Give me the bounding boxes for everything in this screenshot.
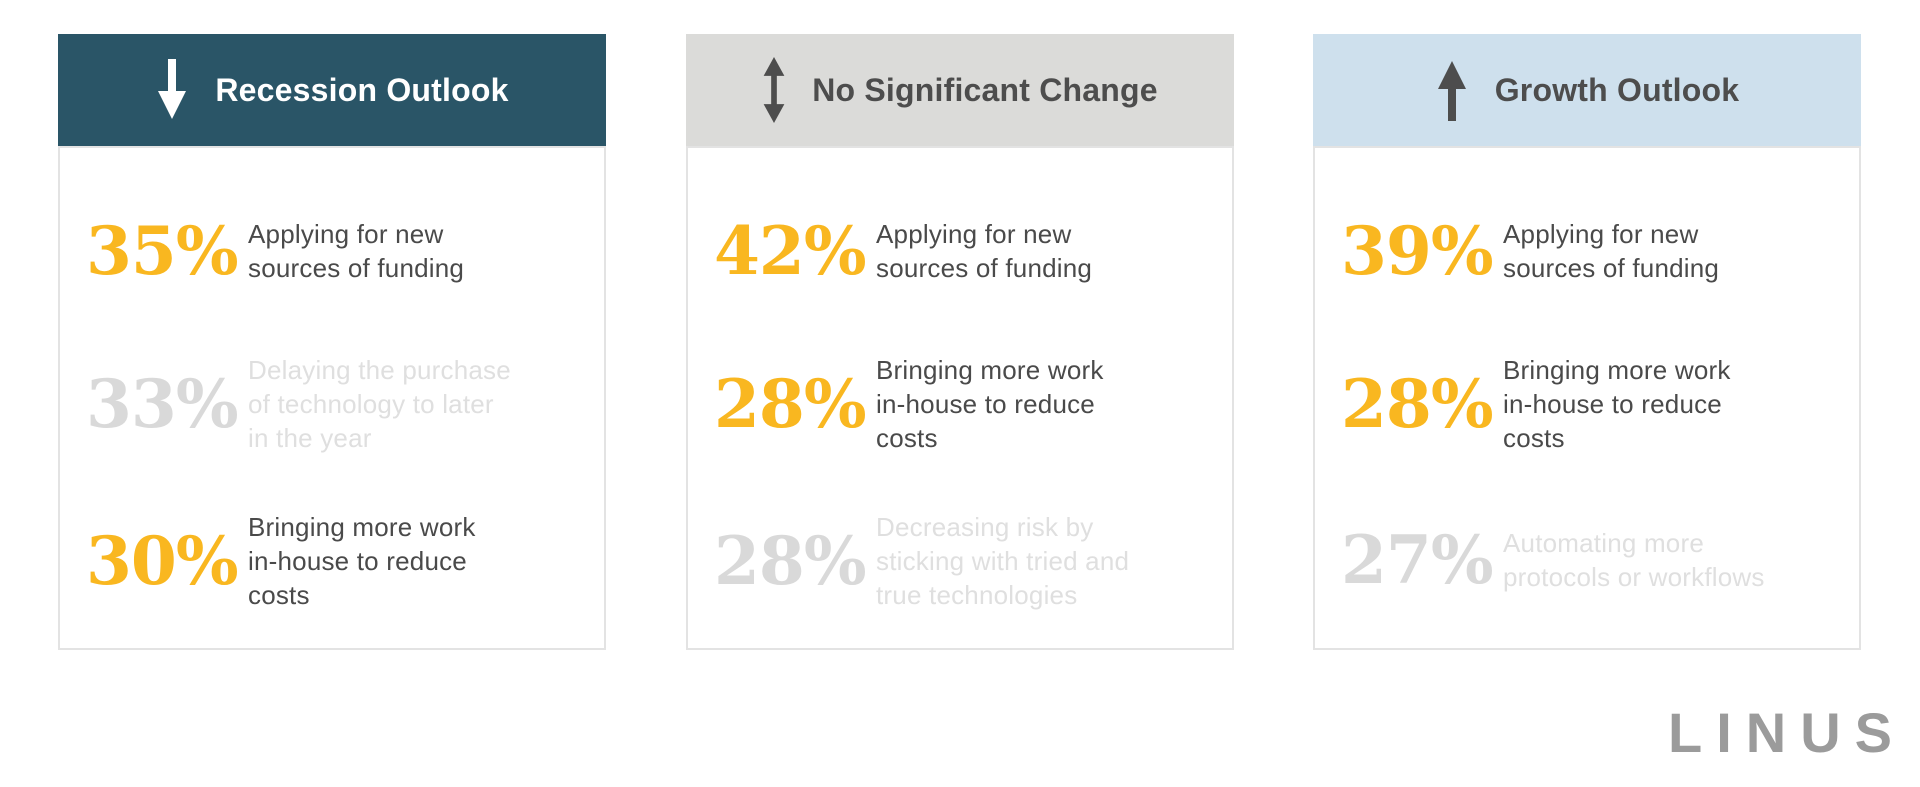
stat-row: 28% Bringing more work in-house to reduc… [714,353,1216,455]
stat-label: Bringing more work in-house to reduce co… [248,512,476,610]
panel-growth: Growth Outlook 39% Applying for new sour… [1313,34,1861,650]
stat-label: Delaying the purchase of technology to l… [248,355,511,453]
arrow-up-icon [1435,59,1469,121]
panel-recession-body: 35% Applying for new sources of funding … [58,146,606,650]
panel-growth-header: Growth Outlook [1313,34,1861,146]
stat-row: 33% Delaying the purchase of technology … [86,353,588,455]
stat-row: 30% Bringing more work in-house to reduc… [86,510,588,612]
panel-recession-header: Recession Outlook [58,34,606,146]
stat-row: 35% Applying for new sources of funding [86,217,588,285]
stat-row: 28% Bringing more work in-house to reduc… [1341,353,1843,455]
stat-label: Bringing more work in-house to reduce co… [876,355,1104,453]
stat-row: 39% Applying for new sources of funding [1341,217,1843,285]
panel-no-change-body: 42% Applying for new sources of funding … [686,146,1234,650]
panel-growth-body: 39% Applying for new sources of funding … [1313,146,1861,650]
linus-logo: LINUS [1668,701,1906,764]
stat-value: 27% [1341,521,1494,599]
stat-row: 42% Applying for new sources of funding [714,217,1216,285]
panel-title: Recession Outlook [215,71,509,108]
stat-value: 35% [86,212,239,290]
stat-value: 28% [1341,365,1494,443]
arrow-up-down-icon [762,57,786,123]
stat-label: Automating more protocols or workflows [1503,528,1765,592]
arrow-down-icon [155,59,189,121]
panel-title: No Significant Change [812,71,1158,108]
stat-value: 28% [714,522,867,600]
stat-row: 28% Decreasing risk by sticking with tri… [714,510,1216,612]
panel-no-change-header: No Significant Change [686,34,1234,146]
panel-recession: Recession Outlook 35% Applying for new s… [58,34,606,650]
stat-value: 33% [86,365,239,443]
stat-value: 30% [86,522,239,600]
stat-value: 39% [1341,212,1494,290]
stat-label: Applying for new sources of funding [876,219,1093,283]
stat-row: 27% Automating more protocols or workflo… [1341,526,1843,594]
stat-label: Applying for new sources of funding [248,219,465,283]
stat-label: Applying for new sources of funding [1503,219,1720,283]
panel-no-change: No Significant Change 42% Applying for n… [686,34,1234,650]
stat-value: 28% [714,365,867,443]
stat-label: Decreasing risk by sticking with tried a… [876,512,1130,610]
stat-value: 42% [714,212,867,290]
panel-title: Growth Outlook [1494,71,1740,108]
stat-label: Bringing more work in-house to reduce co… [1503,355,1731,453]
